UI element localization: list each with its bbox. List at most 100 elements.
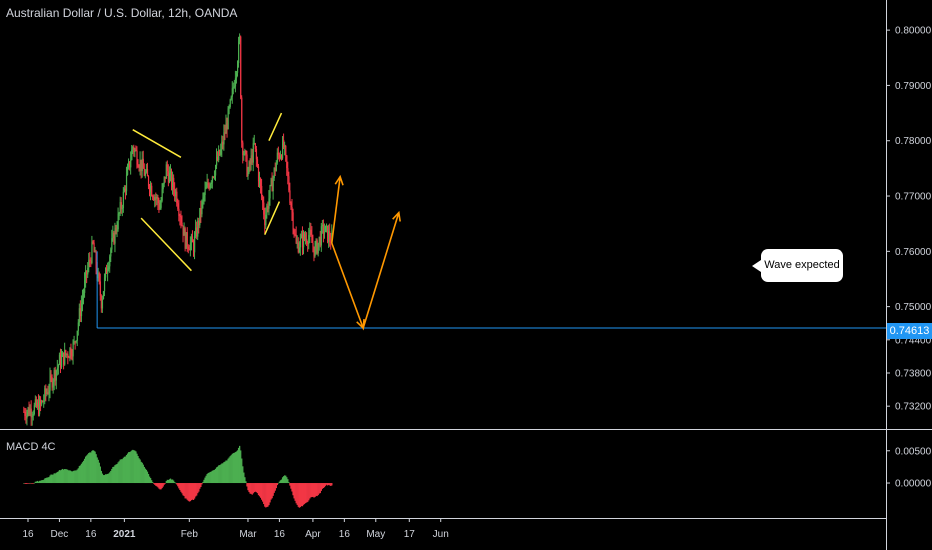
macd-bar (169, 478, 172, 484)
macd-bar (316, 483, 318, 497)
macd-bar (211, 470, 214, 484)
candle-body (54, 370, 56, 381)
macd-bar (108, 473, 110, 484)
time-tick-label: 16 (339, 529, 351, 540)
macd-bar (320, 483, 322, 491)
macd-indicator-title[interactable]: MACD 4C (6, 441, 56, 453)
candle-body (94, 251, 96, 253)
macd-bar (204, 477, 206, 484)
macd-bar (309, 483, 311, 499)
price-tick-label: 0.76000 (895, 247, 932, 258)
macd-bar (259, 483, 262, 498)
macd-bar (237, 447, 240, 484)
macd-bar (315, 483, 317, 496)
macd-bar (300, 483, 303, 507)
macd-bar (289, 483, 291, 486)
macd-bar (36, 480, 39, 484)
macd-bar (191, 483, 194, 500)
candle-body (299, 237, 302, 248)
macd-bar (114, 465, 116, 484)
candle-body (297, 242, 299, 253)
macd-bar (263, 483, 265, 505)
candle-body (158, 203, 160, 210)
candle-body (217, 156, 219, 161)
macd-bar (196, 483, 198, 496)
candle-body (97, 273, 99, 279)
axes: 0.80000 0.79000 0.78000 0.77000 0.76000 0.750… (22, 26, 931, 540)
candle-body (87, 267, 89, 275)
price-tick-label: 0.80000 (895, 26, 932, 37)
candle-body (69, 347, 71, 358)
candle-body (321, 224, 324, 227)
candle-body (129, 161, 131, 168)
macd-tick-label: 0.00500 (895, 446, 932, 457)
candle-body (85, 270, 87, 281)
macd-bar (278, 481, 281, 484)
macd-bar (43, 479, 45, 484)
time-tick-label: Jun (433, 529, 449, 540)
macd-bar (52, 474, 54, 484)
candle-body (41, 401, 43, 405)
macd-bar (91, 450, 93, 484)
candle-body (261, 186, 263, 197)
candle-body (302, 233, 305, 248)
macd-bar (110, 470, 112, 484)
macd-bar (156, 483, 158, 487)
candle-body (42, 401, 44, 403)
candle-body (40, 399, 42, 405)
candle-body (239, 36, 241, 42)
candle-body (115, 228, 117, 232)
macd-bar (68, 470, 70, 484)
candle-body (34, 399, 37, 406)
macd-bar (65, 469, 67, 484)
candle-body (44, 388, 46, 401)
candle-body (205, 187, 207, 189)
candle-body (211, 176, 214, 183)
candle-body (204, 188, 206, 195)
macd-bar (244, 477, 246, 484)
macd-bar (72, 471, 74, 484)
macd-bar (206, 473, 208, 484)
candle-body (301, 234, 304, 248)
candle-body (48, 390, 50, 394)
macd-bar (212, 470, 215, 484)
macd-bar (304, 483, 307, 504)
candle-body (313, 246, 315, 257)
candle-body (241, 97, 243, 143)
macd-bar (63, 469, 65, 484)
macd-bar (165, 481, 167, 484)
candle-body (57, 364, 60, 368)
macd-bar (301, 483, 304, 507)
macd-bar (107, 473, 109, 484)
candle-body (209, 183, 211, 189)
macd-bar (276, 483, 279, 486)
macd-bar (198, 483, 200, 492)
time-tick-label: 16 (22, 529, 34, 540)
macd-bar (85, 456, 87, 484)
macd-bar (134, 450, 136, 484)
candle-body (56, 367, 59, 371)
macd-bar (219, 465, 221, 484)
candle-body (180, 217, 182, 223)
candle-body (63, 352, 65, 365)
candle-body (162, 183, 164, 190)
price-series (23, 33, 333, 426)
candle-body (166, 164, 169, 172)
candle-body (154, 197, 156, 201)
candle-body (75, 340, 77, 342)
candle-body (187, 246, 189, 250)
macd-bar (79, 465, 82, 484)
candle-body (91, 241, 93, 263)
wave-expected-callout[interactable]: Wave expected (752, 249, 843, 282)
macd-bar (265, 483, 267, 508)
candle-body (139, 159, 141, 168)
candle-body (213, 175, 216, 177)
candle-body (231, 88, 233, 97)
candle-body (125, 174, 128, 192)
candle-body (174, 189, 176, 197)
candle-body (101, 299, 104, 309)
candle-body (322, 224, 325, 234)
macd-bar (193, 483, 196, 499)
candle-body (208, 185, 210, 189)
